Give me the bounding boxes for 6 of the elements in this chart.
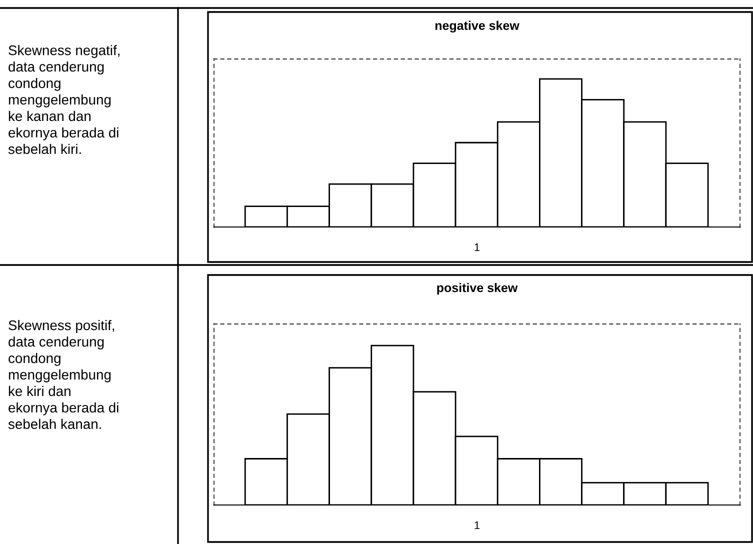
chart-title: negative skew: [435, 20, 520, 32]
text: Skewness negatif, data cenderung condong menggelembung ke kanan dan ekornya berada di sebelah kiri.: [8, 45, 120, 154]
chart-title: positive skew: [437, 282, 518, 295]
x-axis-title: 1: [474, 243, 480, 252]
x-axis-title: 1: [474, 521, 480, 530]
text: Skewness positif, data cenderung condong menggelembung ke kiri dan ekornya berada di sebelah kanan.: [8, 320, 118, 430]
